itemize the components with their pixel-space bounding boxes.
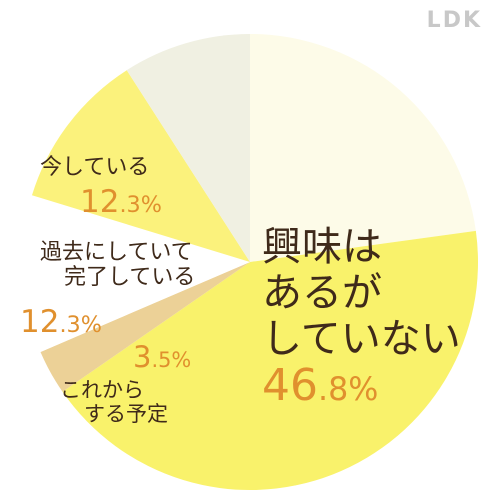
percent-past-dec: .3% [59,312,102,338]
pie-slice-3 [21,195,251,352]
pie-slice-5 [126,34,250,262]
percent-main: 46.8% [262,360,378,411]
percent-past-int: 12 [20,304,60,340]
pie-slices [21,34,478,491]
percent-planned-dec: .5% [151,348,192,372]
label-current: 今している [40,155,149,180]
percent-current-int: 12 [80,184,120,220]
pie-slice-2 [40,262,250,392]
pie-slice-1 [62,230,478,491]
label-planned-line-2: する予定 [84,402,168,427]
pie-slice-0 [250,34,476,262]
percent-current: 12.3% [80,184,162,220]
label-current-line-1: 今している [40,155,150,180]
label-past-line-1: 過去にしていて [40,240,193,265]
percent-current-dec: .3% [119,192,162,218]
label-main: 興味は あるが していない [262,224,461,362]
label-main-line-2: あるが [262,270,382,316]
brand-logo: LDK [426,8,482,33]
percent-planned-int: 3 [133,340,152,374]
percent-main-int: 46 [262,360,318,411]
label-past-line-2: 完了している [64,265,196,291]
percent-planned: 3.5% [133,340,191,374]
label-main-line-3: していない [262,316,461,362]
percent-main-dec: .8% [318,372,379,408]
pie-slice-4 [31,70,251,262]
percent-past: 12.3% [20,304,102,340]
label-past: 過去にしていて 完了している [40,240,195,291]
label-main-line-1: 興味は [262,224,382,270]
label-planned-line-1: これから [60,378,144,402]
label-planned: これから する予定 [60,378,168,426]
